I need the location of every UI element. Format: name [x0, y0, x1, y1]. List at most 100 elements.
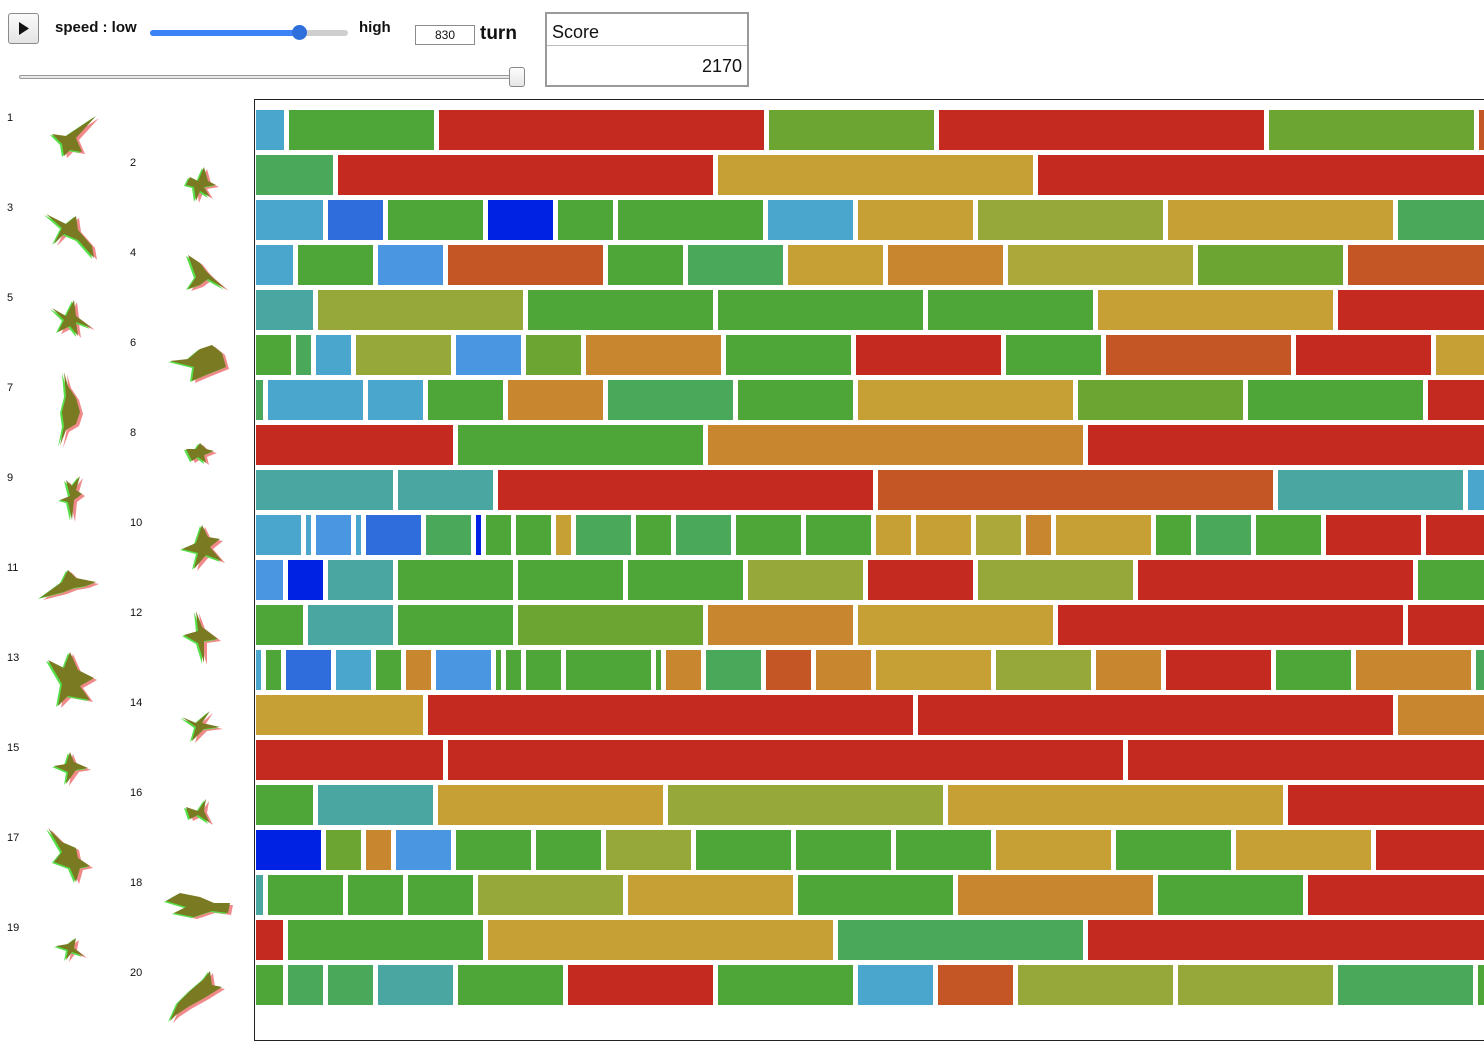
brick [286, 650, 331, 690]
score-value: 2170 [701, 56, 742, 76]
brick [288, 920, 483, 960]
brick [506, 650, 521, 690]
brick [958, 875, 1153, 915]
play-button[interactable] [8, 13, 39, 44]
brick [996, 830, 1111, 870]
brick [366, 830, 391, 870]
piece-list: 1 2 3 4 5 6 7 8 9 10 11 12 13 14 15 16 17 18 19 20 [0, 100, 250, 1062]
brick [1398, 200, 1484, 240]
brick [1088, 425, 1484, 465]
piece-shape [50, 300, 95, 338]
game-board [254, 99, 1484, 1041]
brick [256, 695, 423, 735]
brick [408, 875, 473, 915]
brick [348, 875, 403, 915]
brick [448, 740, 1123, 780]
brick [488, 200, 553, 240]
brick [1326, 515, 1421, 555]
brick [806, 515, 871, 555]
piece-shape [180, 711, 223, 743]
brick [406, 650, 431, 690]
brick [1166, 650, 1271, 690]
turn-label: turn [480, 23, 517, 44]
brick [1138, 560, 1413, 600]
brick [1038, 155, 1484, 195]
brick [896, 830, 991, 870]
brick [1056, 515, 1151, 555]
brick [718, 965, 853, 1005]
brick [318, 785, 433, 825]
brick [1476, 650, 1484, 690]
speed-high-label: high [359, 19, 391, 36]
brick [516, 515, 551, 555]
brick [256, 470, 393, 510]
brick [428, 695, 913, 735]
brick [388, 200, 483, 240]
piece-number: 18 [130, 877, 143, 889]
brick [1236, 830, 1371, 870]
piece-shape [168, 345, 229, 383]
brick [606, 830, 691, 870]
brick [1248, 380, 1423, 420]
brick [396, 830, 451, 870]
piece-number: 15 [7, 742, 20, 754]
brick [1288, 785, 1484, 825]
brick [256, 740, 443, 780]
brick [878, 470, 1273, 510]
piece-shape [38, 570, 99, 600]
brick [256, 650, 261, 690]
brick [256, 785, 313, 825]
brick [316, 335, 351, 375]
brick [628, 560, 743, 600]
piece-number: 19 [7, 922, 20, 934]
piece-number: 14 [130, 697, 143, 709]
brick [736, 515, 801, 555]
brick [1479, 110, 1484, 150]
brick [858, 200, 973, 240]
brick [1278, 470, 1463, 510]
brick [718, 290, 923, 330]
brick [608, 380, 733, 420]
brick [1158, 875, 1303, 915]
brick [1348, 245, 1484, 285]
brick [1116, 830, 1231, 870]
piece-shape [164, 893, 233, 919]
brick [486, 515, 511, 555]
turn-seek-thumb[interactable] [509, 67, 526, 87]
brick [788, 245, 883, 285]
brick [328, 200, 383, 240]
brick [326, 830, 361, 870]
brick [328, 965, 373, 1005]
piece-number: 17 [7, 832, 20, 844]
piece-number: 6 [130, 337, 137, 349]
brick [306, 515, 311, 555]
turn-seek-slider[interactable] [19, 67, 526, 87]
brick [1198, 245, 1343, 285]
brick [668, 785, 943, 825]
brick [1058, 605, 1403, 645]
piece-number: 20 [130, 967, 143, 979]
speed-slider[interactable] [150, 25, 348, 40]
piece-shape [52, 752, 91, 786]
brick [1426, 515, 1484, 555]
brick [978, 200, 1163, 240]
brick [508, 380, 603, 420]
turn-input[interactable] [415, 25, 475, 45]
brick [256, 560, 283, 600]
score-panel: Score 2170 [545, 12, 749, 87]
piece-shape [184, 799, 213, 825]
brick [576, 515, 631, 555]
brick [316, 515, 351, 555]
speed-slider-knob[interactable] [291, 25, 307, 40]
piece-number: 5 [7, 292, 14, 304]
piece-shape [54, 938, 87, 962]
brick [338, 155, 713, 195]
brick [978, 560, 1133, 600]
brick [858, 605, 1053, 645]
brick [268, 380, 363, 420]
brick [438, 785, 663, 825]
brick [1296, 335, 1431, 375]
piece-number: 16 [130, 787, 143, 799]
brick [256, 425, 453, 465]
brick [706, 650, 761, 690]
